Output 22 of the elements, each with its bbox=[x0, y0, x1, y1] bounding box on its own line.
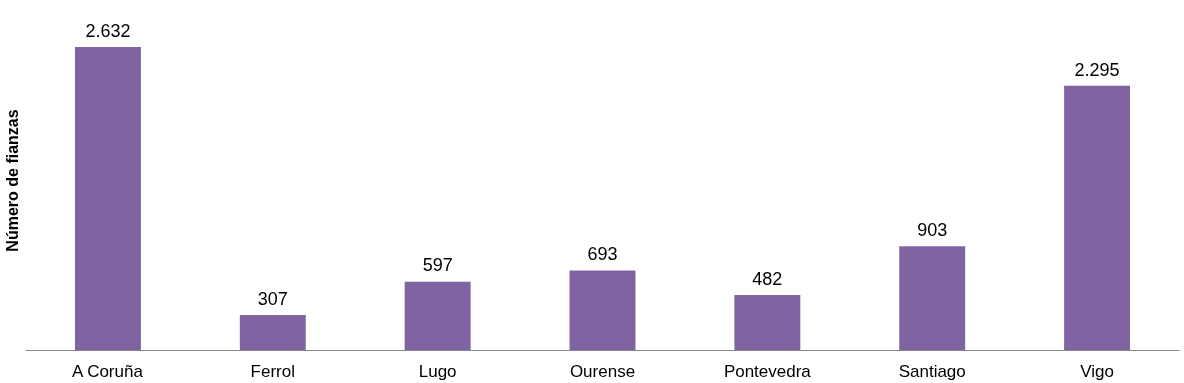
x-tick-label: Ourense bbox=[569, 361, 636, 381]
bar bbox=[734, 294, 801, 351]
data-label: 2.295 bbox=[1074, 59, 1120, 80]
bar bbox=[239, 315, 306, 351]
data-label: 2.632 bbox=[85, 20, 131, 41]
x-tick-label: Santiago bbox=[898, 361, 966, 381]
x-tick-label: Vigo bbox=[1080, 361, 1114, 381]
data-label: 693 bbox=[587, 244, 618, 265]
x-tick-label: Ferrol bbox=[250, 361, 295, 381]
data-label: 307 bbox=[257, 288, 288, 309]
bar bbox=[569, 270, 636, 351]
bar bbox=[404, 281, 471, 351]
bar bbox=[74, 46, 141, 351]
bar bbox=[899, 246, 966, 351]
x-tick-label: Lugo bbox=[418, 361, 457, 381]
y-axis-title: Número de fianzas bbox=[3, 109, 21, 252]
data-label: 903 bbox=[917, 220, 948, 241]
data-label: 597 bbox=[422, 255, 453, 276]
x-tick-label: Pontevedra bbox=[723, 361, 812, 381]
bar bbox=[1064, 85, 1131, 351]
data-label: 482 bbox=[752, 268, 783, 289]
x-tick-label: A Coruña bbox=[72, 361, 144, 381]
